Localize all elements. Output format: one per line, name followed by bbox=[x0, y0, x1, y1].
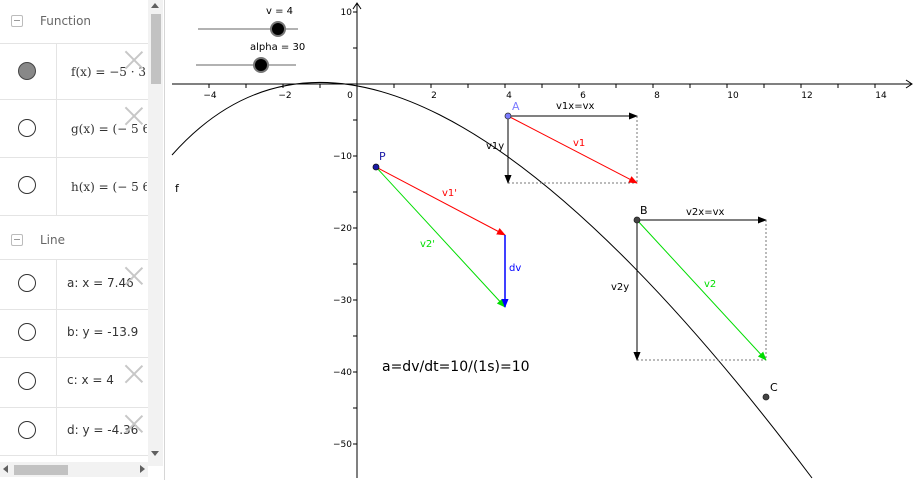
point-P[interactable] bbox=[372, 163, 380, 171]
curve-label-f: f bbox=[175, 182, 180, 195]
x-tick-label: −2 bbox=[278, 91, 291, 101]
slider-v-handle[interactable] bbox=[270, 21, 286, 37]
collapse-icon[interactable] bbox=[11, 234, 23, 246]
algebra-row-f[interactable]: f(x) = −5 · 3 bbox=[0, 44, 148, 100]
helper-lines bbox=[508, 116, 767, 361]
label-v1-prime: v1' bbox=[442, 188, 457, 199]
algebra-row-d[interactable]: d: y = -4.36 bbox=[0, 408, 148, 456]
label-v2-prime: v2' bbox=[420, 239, 435, 250]
visibility-toggle[interactable] bbox=[18, 372, 36, 390]
line-expression[interactable]: b: y = -13.9 bbox=[67, 325, 139, 339]
label-v2x: v2x=vx bbox=[686, 207, 724, 218]
y-tick-label: −30 bbox=[333, 296, 352, 306]
scroll-left-icon[interactable] bbox=[3, 465, 8, 473]
label-v1: v1 bbox=[573, 138, 585, 149]
x-tick-label: 8 bbox=[654, 91, 660, 101]
group-header-line[interactable]: Line bbox=[0, 216, 148, 260]
visibility-toggle[interactable] bbox=[18, 421, 36, 439]
group-header-function[interactable]: Function bbox=[0, 0, 148, 44]
visibility-toggle[interactable] bbox=[18, 62, 36, 80]
delete-icon[interactable] bbox=[124, 106, 144, 126]
vertical-scrollbar[interactable] bbox=[148, 0, 163, 466]
vector-v2-prime[interactable] bbox=[375, 166, 506, 308]
delete-icon[interactable] bbox=[124, 50, 144, 70]
delete-icon[interactable] bbox=[124, 266, 144, 286]
visibility-toggle[interactable] bbox=[18, 323, 36, 341]
line-expression[interactable]: a: x = 7.46 bbox=[67, 276, 134, 290]
algebra-row-h[interactable]: h(x) = (− 5 6 bbox=[0, 158, 148, 216]
label-v2: v2 bbox=[704, 279, 716, 290]
slider-alpha-label: alpha = 30 bbox=[250, 42, 305, 53]
label-dv: dv bbox=[509, 263, 521, 274]
formula-text: a=dv/dt=10/(1s)=10 bbox=[382, 359, 530, 375]
y-tick-label: −20 bbox=[333, 224, 352, 234]
delete-icon[interactable] bbox=[124, 414, 144, 434]
x-tick-label: 2 bbox=[431, 91, 437, 101]
point-label-C: C bbox=[770, 381, 778, 394]
algebra-row-a[interactable]: a: x = 7.46 bbox=[0, 260, 148, 310]
x-tick-label: 0 bbox=[347, 91, 353, 101]
vector-v1-prime[interactable] bbox=[375, 166, 506, 236]
y-tick-label: −50 bbox=[333, 440, 352, 450]
x-tick-label: 12 bbox=[801, 91, 812, 101]
slider-alpha-handle[interactable] bbox=[253, 57, 269, 73]
label-v1y: v1y bbox=[486, 141, 504, 152]
algebra-row-c[interactable]: c: x = 4 bbox=[0, 358, 148, 408]
x-tick-label: 6 bbox=[580, 91, 586, 101]
x-tick-marks bbox=[208, 84, 876, 88]
visibility-toggle[interactable] bbox=[18, 119, 36, 137]
y-tick-marks bbox=[353, 11, 357, 445]
visibility-toggle[interactable] bbox=[18, 176, 36, 194]
curve-f[interactable] bbox=[171, 82, 813, 479]
collapse-icon[interactable] bbox=[11, 15, 23, 27]
x-tick-label: −4 bbox=[203, 91, 217, 101]
algebra-row-b[interactable]: b: y = -13.9 bbox=[0, 310, 148, 358]
x-tick-label: 14 bbox=[875, 91, 887, 101]
group-label: Function bbox=[40, 14, 92, 28]
point-C[interactable] bbox=[762, 393, 770, 401]
algebra-row-g[interactable]: g(x) = (− 5 6 bbox=[0, 100, 148, 158]
point-B[interactable] bbox=[633, 216, 641, 224]
graphics-view[interactable]: −4 −2 0 2 4 6 8 10 12 14 10 −10 −20 −30 … bbox=[164, 0, 918, 480]
function-expression[interactable]: h(x) = (− 5 6 bbox=[71, 180, 147, 194]
label-v2y: v2y bbox=[611, 282, 629, 293]
horizontal-scrollbar-thumb[interactable] bbox=[14, 465, 68, 475]
y-tick-label: −10 bbox=[333, 152, 352, 162]
algebra-view: Function f(x) = −5 · 3 g(x) = (− 5 6 h(x… bbox=[0, 0, 165, 480]
y-tick-label: 10 bbox=[341, 8, 353, 18]
label-v1x: v1x=vx bbox=[556, 101, 594, 112]
point-label-P: P bbox=[379, 150, 386, 163]
scroll-down-icon[interactable] bbox=[151, 451, 159, 456]
line-expression[interactable]: c: x = 4 bbox=[67, 373, 114, 387]
y-tick-label: −40 bbox=[333, 368, 352, 378]
slider-v-label: v = 4 bbox=[266, 6, 293, 17]
visibility-toggle[interactable] bbox=[18, 274, 36, 292]
vertical-scrollbar-thumb[interactable] bbox=[151, 14, 161, 84]
scroll-right-icon[interactable] bbox=[140, 465, 145, 473]
scroll-up-icon[interactable] bbox=[151, 3, 159, 8]
x-tick-label: 10 bbox=[727, 91, 739, 101]
x-tick-label: 4 bbox=[506, 91, 512, 101]
line-expression[interactable]: d: y = -4.36 bbox=[67, 423, 139, 437]
point-label-A: A bbox=[512, 100, 520, 113]
point-label-B: B bbox=[640, 204, 648, 217]
vector-v1[interactable] bbox=[507, 115, 638, 184]
y-axis-arrow-icon bbox=[352, 2, 362, 10]
x-axis-arrow-icon bbox=[905, 79, 913, 89]
vector-v2[interactable] bbox=[636, 219, 767, 361]
group-label: Line bbox=[40, 233, 66, 247]
delete-icon[interactable] bbox=[124, 364, 144, 384]
point-A[interactable] bbox=[504, 112, 512, 120]
